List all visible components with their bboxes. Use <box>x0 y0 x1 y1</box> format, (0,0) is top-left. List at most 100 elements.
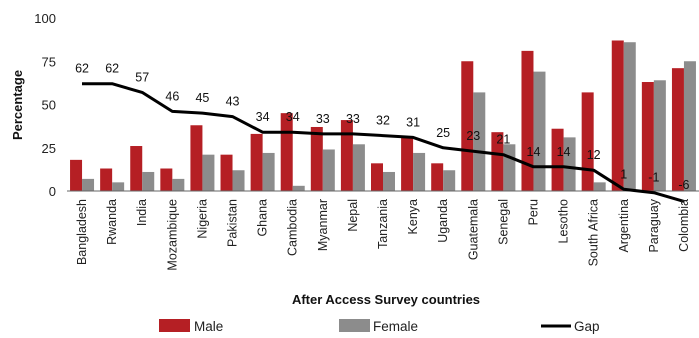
x-tick-label: Peru <box>526 199 540 225</box>
bar-female <box>232 170 245 191</box>
bar-male <box>431 163 444 191</box>
gap-data-label: 34 <box>286 110 300 124</box>
gap-line-series <box>82 82 685 203</box>
gap-data-label: 34 <box>256 110 270 124</box>
x-tick-label: Pakistan <box>226 199 240 247</box>
x-tick-label: Tanzania <box>376 199 390 249</box>
bar-female <box>172 178 185 191</box>
x-tick-label: Nepal <box>346 199 360 232</box>
bar-male <box>70 159 83 191</box>
bar-female <box>262 152 275 191</box>
bar-female <box>473 92 486 191</box>
gap-data-label: 62 <box>105 62 119 76</box>
x-tick-label: Mozambique <box>165 199 179 271</box>
y-tick-label: 0 <box>49 184 56 199</box>
y-tick-label: 75 <box>42 54 56 69</box>
bar-female <box>533 71 546 191</box>
x-tick-label: Argentina <box>617 199 631 253</box>
y-tick-label: 25 <box>42 141 56 156</box>
x-tick-label: South Africa <box>587 199 601 266</box>
gap-data-label: 43 <box>226 95 240 109</box>
legend-label-male: Male <box>194 319 223 334</box>
x-tick-label: Kenya <box>406 199 420 234</box>
x-tick-label: Senegal <box>496 199 510 245</box>
bar-female <box>443 170 456 191</box>
bar-male <box>220 154 233 191</box>
x-tick-label: Paraguay <box>647 198 661 252</box>
bar-male <box>280 113 293 191</box>
bar-female <box>623 42 636 191</box>
bar-female <box>202 154 215 191</box>
x-tick-label: Ghana <box>256 199 270 237</box>
x-tick-label: Rwanda <box>105 199 119 245</box>
bar-female <box>503 144 516 191</box>
y-tick-label: 50 <box>42 98 56 113</box>
bar-female <box>413 152 426 191</box>
x-tick-label: Guatemala <box>466 199 480 260</box>
x-axis-category-labels: Bangladesh Rwanda India Mozambique Nigeria Pa… <box>75 198 691 270</box>
bar-male <box>581 92 594 191</box>
bar-male <box>371 163 383 191</box>
x-tick-label: Lesotho <box>557 199 571 244</box>
x-tick-label: India <box>135 199 149 226</box>
bar-female <box>352 144 365 191</box>
legend-swatch-male <box>159 319 190 332</box>
gap-data-label: 25 <box>436 126 450 140</box>
bar-male <box>160 168 173 191</box>
gap-data-label: 32 <box>376 114 390 128</box>
gap-data-label: -1 <box>648 171 659 185</box>
gap-data-label: 23 <box>466 129 480 143</box>
bar-female <box>142 171 155 191</box>
bar-female <box>683 61 696 191</box>
bar-male <box>250 133 263 191</box>
gap-data-label: 12 <box>587 148 601 162</box>
bar-male <box>190 125 203 191</box>
bar-female <box>653 80 666 191</box>
bar-male <box>310 126 323 191</box>
gap-data-label: 33 <box>346 112 360 126</box>
gap-data-label: 14 <box>557 145 571 159</box>
bar-male <box>130 146 143 191</box>
bar-male <box>521 50 534 192</box>
gap-data-label: 57 <box>135 70 149 84</box>
gap-data-label: 14 <box>527 145 541 159</box>
gap-data-label: 1 <box>620 167 627 181</box>
gap-data-label: -6 <box>678 178 689 192</box>
bar-male <box>401 137 414 191</box>
bar-male <box>461 61 474 191</box>
bar-male <box>340 120 353 191</box>
bar-female <box>383 171 395 191</box>
y-axis-ticks: 0 25 50 75 100 <box>34 11 56 199</box>
x-tick-label: Cambodia <box>286 199 300 256</box>
bar-male <box>641 82 654 191</box>
gap-data-labels: 62 62 57 46 45 43 34 34 33 33 32 31 25 23 21 14 14 12 1 -1 -… <box>75 62 689 192</box>
legend: Male Female Gap <box>159 319 600 334</box>
gap-data-label: 31 <box>406 115 420 129</box>
gap-data-label: 46 <box>165 89 179 103</box>
gap-data-label: 45 <box>195 91 209 105</box>
y-tick-label: 100 <box>34 11 56 26</box>
x-tick-label: Myanmar <box>316 199 330 251</box>
bar-female <box>563 137 576 191</box>
bar-female <box>112 182 125 191</box>
y-axis-title: Percentage <box>10 70 25 140</box>
gap-data-label: 33 <box>316 112 330 126</box>
bar-female <box>292 185 305 191</box>
bar-female <box>593 182 606 191</box>
x-tick-label: Uganda <box>436 199 450 243</box>
bar-male <box>671 68 684 191</box>
bar-female <box>322 149 335 191</box>
bar-male <box>551 128 564 191</box>
legend-swatch-female <box>339 319 370 332</box>
bar-male <box>100 168 113 191</box>
x-tick-label: Colombia <box>677 199 691 252</box>
x-tick-label: Bangladesh <box>75 199 89 265</box>
legend-label-gap: Gap <box>574 319 600 334</box>
gap-line-path <box>82 82 685 203</box>
bar-female <box>82 178 95 191</box>
bar-male <box>491 132 504 191</box>
x-axis-title: After Access Survey countries <box>292 292 480 307</box>
x-tick-label: Nigeria <box>195 199 209 239</box>
bar-male <box>611 40 624 191</box>
